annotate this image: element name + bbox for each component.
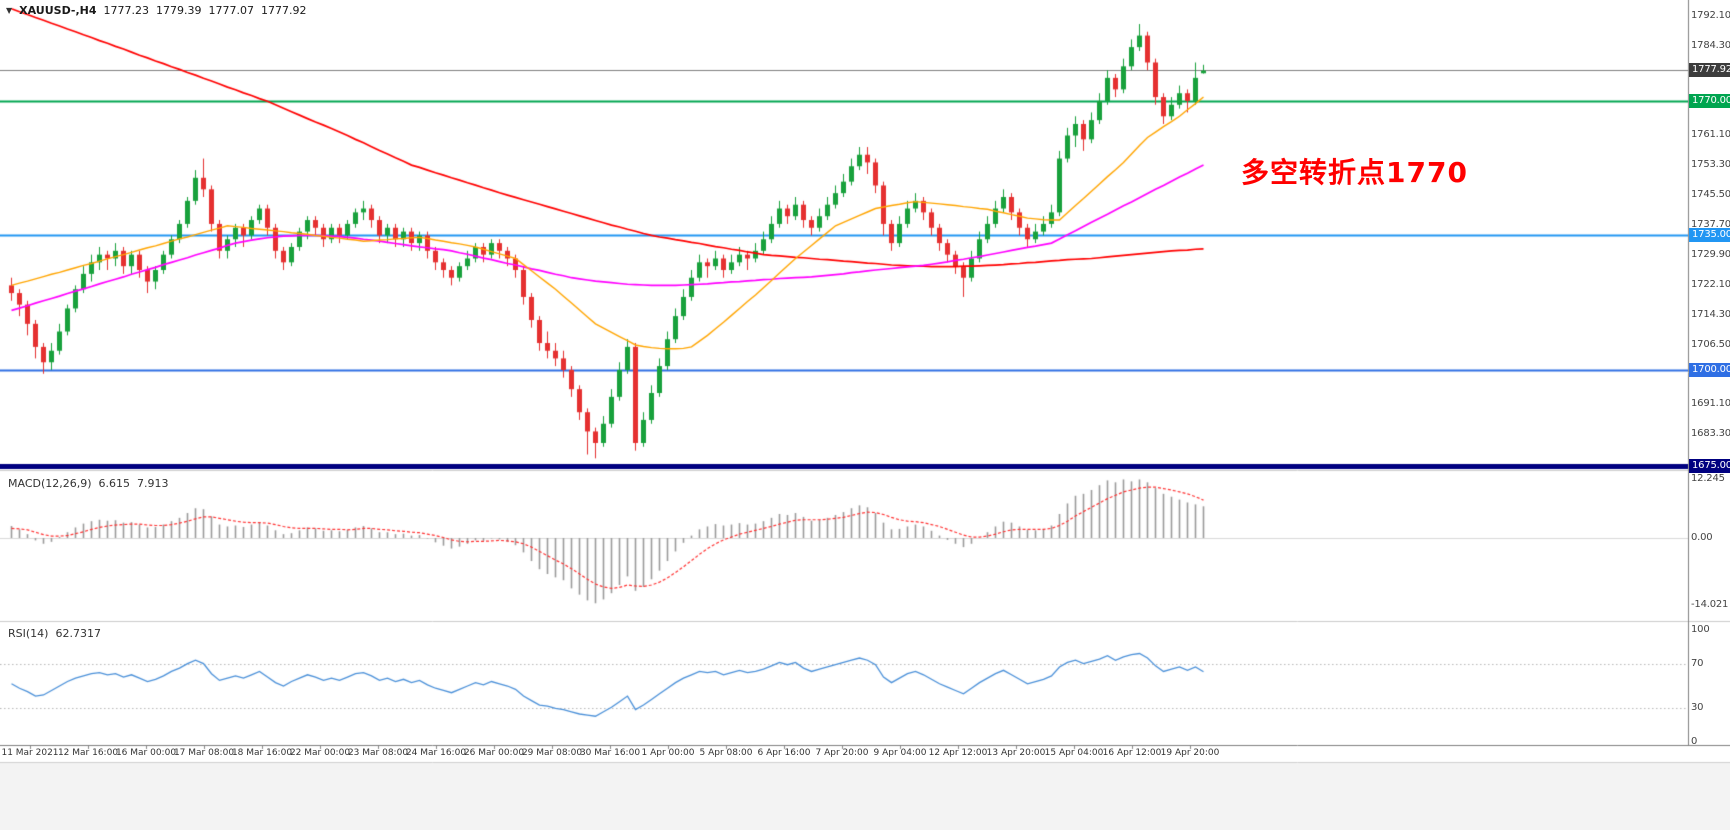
price-axis-label: 1761.10: [1691, 129, 1730, 141]
ohlc-high: 1779.39: [156, 4, 202, 17]
price-marker-current-price: 1777.92: [1689, 63, 1730, 78]
symbol-title: XAUUSD-,H4: [19, 4, 97, 17]
price-axis-label: 1722.10: [1691, 279, 1730, 290]
time-axis-label: 29 Mar 08:00: [521, 748, 583, 758]
time-axis-label: 30 Mar 16:00: [579, 748, 641, 758]
macd-main-value: 6.615: [98, 477, 131, 490]
price-axis-label: 1729.90: [1691, 249, 1730, 261]
rsi-indicator-label: RSI(14) 62.7317: [8, 627, 101, 640]
ohlc-open: 1777.23: [103, 4, 150, 17]
time-axis-label: 19 Apr 20:00: [1160, 748, 1220, 758]
time-axis-label: 12 Mar 16:00: [57, 748, 119, 758]
price-axis-label: 1706.50: [1691, 338, 1730, 350]
rsi-axis-label: 70: [1691, 657, 1704, 669]
rsi-name: RSI(14): [8, 627, 49, 640]
time-axis-label: 6 Apr 16:00: [757, 748, 811, 758]
macd-axis-label: 0.00: [1691, 532, 1713, 543]
time-axis-label: 22 Mar 00:00: [289, 748, 351, 758]
time-axis-label: 26 Mar 00:00: [463, 748, 525, 758]
price-marker-level-1700: 1700.00: [1689, 362, 1730, 377]
price-axis-label: 1792.10: [1691, 9, 1730, 21]
ohlc-close: 1777.92: [261, 4, 307, 17]
ohlc-low: 1777.07: [208, 4, 255, 17]
price-axis-label: 1691.10: [1691, 398, 1730, 410]
symbol-info-bar: ▼ XAUUSD-,H4 1777.23 1779.39 1777.07 177…: [6, 4, 307, 17]
time-axis-label: 23 Mar 08:00: [347, 748, 409, 758]
panel-separator-main-macd[interactable]: [0, 469, 1688, 473]
price-axis-label: 1737.70: [1691, 219, 1730, 231]
macd-signal-value: 7.913: [137, 477, 169, 490]
time-axis-label: 24 Mar 16:00: [405, 748, 467, 758]
price-marker-level-1735: 1735.00: [1689, 228, 1730, 243]
macd-indicator-label: MACD(12,26,9) 6.615 7.913: [8, 477, 169, 490]
time-axis-label: 16 Mar 00:00: [115, 748, 177, 758]
price-axis-label: 1683.30: [1691, 428, 1730, 440]
time-axis-label: 18 Mar 16:00: [231, 748, 293, 758]
rsi-value: 62.7317: [55, 627, 101, 640]
rsi-axis-label: 0: [1691, 736, 1698, 747]
price-marker-level-1770: 1770.00: [1689, 93, 1730, 108]
time-axis-label: 7 Apr 20:00: [815, 748, 869, 758]
time-axis-label: 11 Mar 2021: [1, 748, 59, 758]
macd-axis-label: 12.245: [1691, 473, 1725, 485]
price-axis-label: 1753.30: [1691, 159, 1730, 171]
time-axis-label: 16 Apr 12:00: [1102, 748, 1162, 758]
price-axis-label: 1714.30: [1691, 308, 1730, 320]
rsi-axis-label: 30: [1691, 702, 1704, 714]
time-axis-label: 5 Apr 08:00: [699, 748, 753, 758]
price-marker-level-1675: 1675.00: [1689, 459, 1730, 474]
price-axis-label: 1745.50: [1691, 189, 1730, 201]
panel-separator-macd-rsi[interactable]: [0, 620, 1688, 624]
price-axis-label: 1784.30: [1691, 39, 1730, 51]
symbol-dropdown-icon[interactable]: ▼: [6, 6, 13, 15]
chart-annotation-text: 多空转折点1770: [1241, 156, 1468, 189]
time-axis-label: 9 Apr 04:00: [873, 748, 927, 758]
time-axis-label: 1 Apr 00:00: [641, 748, 695, 758]
panel-separator-rsi-time[interactable]: [0, 744, 1688, 748]
time-axis-label: 15 Apr 04:00: [1044, 748, 1104, 758]
time-axis-label: 17 Mar 08:00: [173, 748, 235, 758]
time-axis-label: 12 Apr 12:00: [928, 748, 988, 758]
time-axis-label: 13 Apr 20:00: [986, 748, 1046, 758]
macd-axis-label: -14.021: [1691, 599, 1729, 611]
rsi-axis-label: 100: [1691, 624, 1710, 635]
macd-name: MACD(12,26,9): [8, 477, 92, 490]
